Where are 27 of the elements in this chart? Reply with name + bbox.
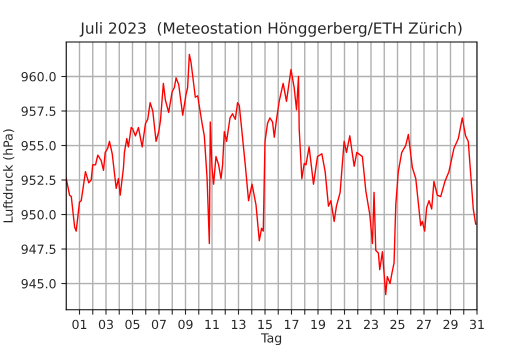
y-tick-label: 950.0 <box>22 210 56 220</box>
x-tick-label: 07 <box>152 320 166 330</box>
y-tick-label: 952.5 <box>22 175 56 185</box>
x-tick-label: 25 <box>390 320 404 330</box>
x-tick-label: 01 <box>72 320 86 330</box>
x-tick-label: 21 <box>337 320 352 329</box>
x-tick-label: 17 <box>284 320 298 329</box>
x-tick-label: 27 <box>416 320 431 329</box>
x-tick-label: 29 <box>443 320 458 330</box>
y-axis-title: Luftdruck (hPa) <box>3 129 14 222</box>
x-tick-label: 19 <box>311 320 326 330</box>
x-tick-label: 09 <box>178 320 193 330</box>
y-tick-label: 947.5 <box>22 244 56 254</box>
x-tick-label: 13 <box>232 320 246 330</box>
x-tick-label: 23 <box>364 320 378 330</box>
x-tick-label: 11 <box>205 320 219 329</box>
x-tick-label: 05 <box>125 320 140 330</box>
chart-title: Juli 2023 (Meteostation Hönggerberg/ETH Zürich) <box>80 22 462 37</box>
y-tick-label: 955.0 <box>22 140 56 150</box>
x-tick-label: 31 <box>470 320 484 330</box>
y-tick-label: 957.5 <box>22 106 56 116</box>
y-tick-label: 945.0 <box>22 279 56 288</box>
x-tick-label: 15 <box>258 320 272 330</box>
x-axis-title: Tag <box>261 333 282 346</box>
x-tick-label: 03 <box>98 320 113 330</box>
line-series <box>66 54 476 296</box>
y-tick-label: 960.0 <box>22 72 56 82</box>
